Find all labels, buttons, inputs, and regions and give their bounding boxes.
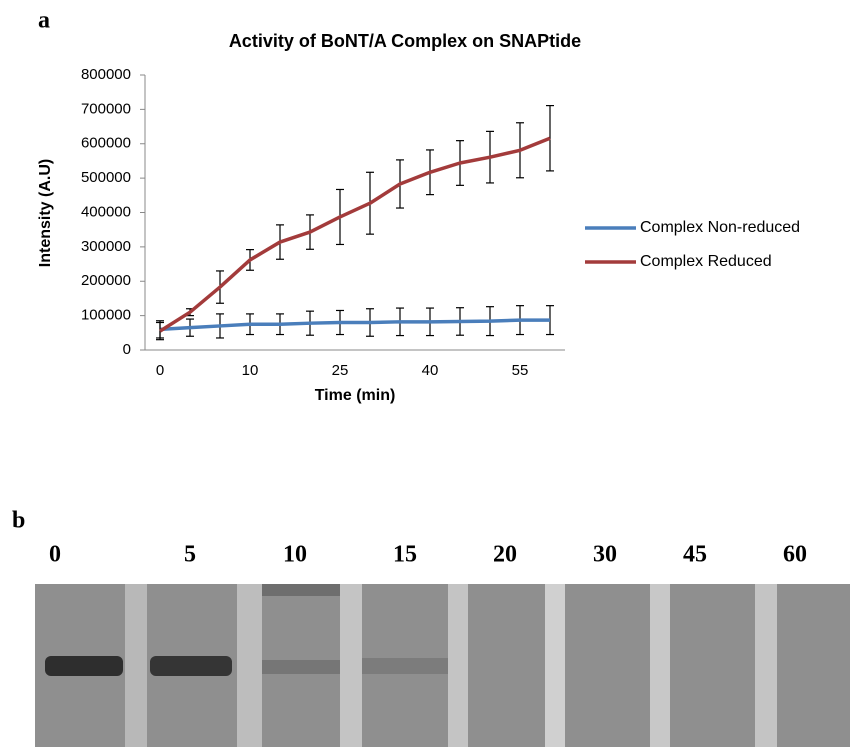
legend-label: Complex Non-reduced [640, 219, 800, 236]
panel-label: a [38, 8, 50, 34]
y-tick-label: 700000 [81, 100, 131, 117]
y-axis-label: Intensity (A.U) [37, 159, 54, 267]
legend-label: Complex Reduced [640, 253, 772, 270]
lane-label: 0 [49, 542, 61, 568]
x-tick-label: 25 [332, 362, 349, 379]
y-tick-label: 100000 [81, 307, 131, 324]
lane-label: 15 [393, 542, 417, 568]
gel-image [35, 584, 850, 747]
lane-label: 60 [783, 542, 807, 568]
lane-label: 45 [683, 542, 707, 568]
y-tick-label: 800000 [81, 66, 131, 83]
y-tick-label: 400000 [81, 203, 131, 220]
data-line [159, 318, 550, 332]
y-tick-label: 0 [123, 341, 131, 358]
y-tick-label: 200000 [81, 272, 131, 289]
lane-label: 20 [493, 542, 517, 568]
x-tick-label: 10 [242, 362, 259, 379]
lane-label: 30 [593, 542, 617, 568]
panel-label: b [12, 508, 25, 534]
y-tick-label: 500000 [81, 169, 131, 186]
x-tick-label: 55 [512, 362, 529, 379]
lane-label: 10 [283, 542, 307, 568]
y-tick-label: 300000 [81, 238, 131, 255]
data-line [159, 136, 551, 333]
x-axis-label: Time (min) [315, 387, 396, 404]
x-tick-label: 40 [422, 362, 439, 379]
lane-label: 5 [184, 542, 196, 568]
y-tick-label: 600000 [81, 135, 131, 152]
x-tick-label: 0 [156, 362, 164, 379]
chart-title: Activity of BoNT/A Complex on SNAPtide [229, 31, 581, 51]
